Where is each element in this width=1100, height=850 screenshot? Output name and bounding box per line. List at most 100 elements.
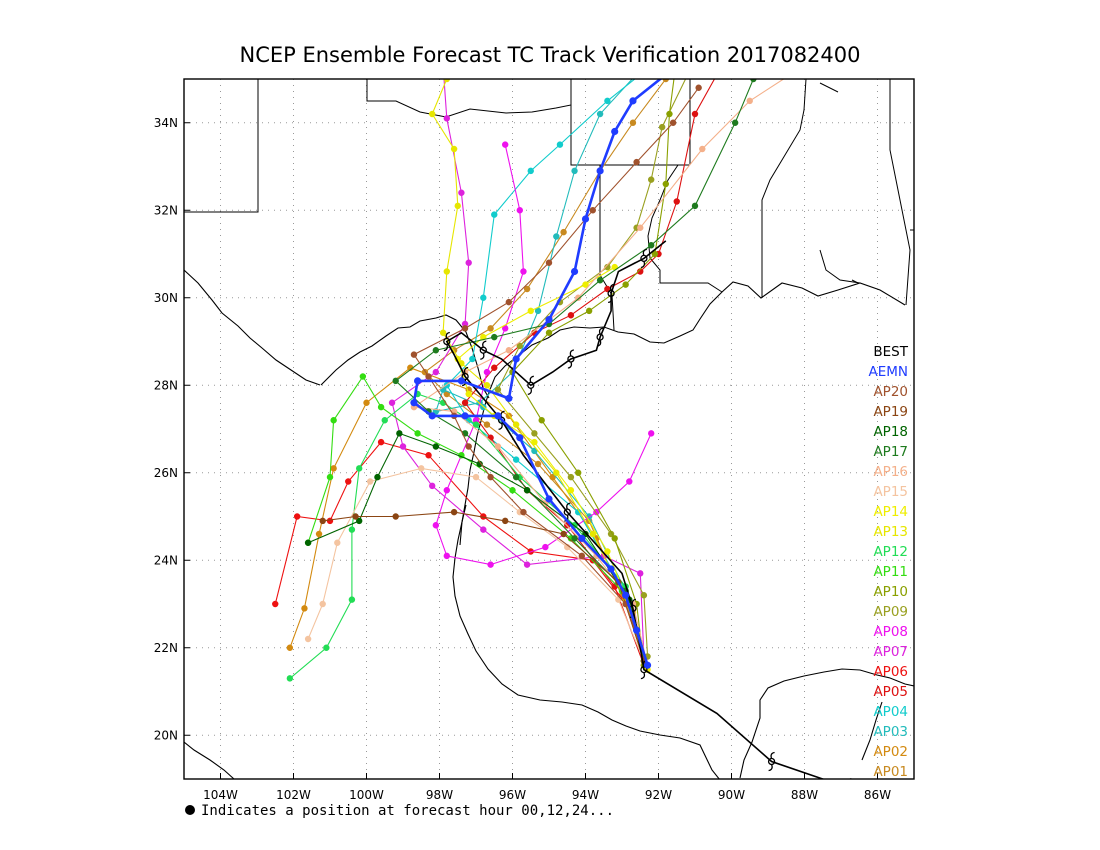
forecast-position-dot: [472, 417, 480, 424]
forecast-position-dot: [472, 421, 480, 428]
forecast-position-dot: [366, 478, 374, 485]
legend-entry: AP04: [873, 704, 908, 720]
aemn-position-dot: [545, 316, 553, 324]
forecast-position-dot: [443, 487, 450, 494]
legend-entry: AP11: [873, 564, 908, 580]
forecast-position-dot: [359, 373, 367, 380]
forecast-position-dot: [461, 325, 469, 332]
aemn-position-dot: [643, 661, 652, 669]
forecast-position-dot: [348, 596, 356, 603]
forecast-position-dot: [410, 351, 418, 358]
forecast-position-dot: [286, 644, 294, 651]
forecast-position-dot: [604, 548, 611, 555]
forecast-position-dot: [363, 399, 370, 406]
legend-entry: AP13: [873, 524, 908, 540]
member-track: [394, 79, 754, 662]
forecast-position-dot: [567, 312, 575, 319]
legend-entry: AP05: [873, 684, 908, 700]
forecast-position-dot: [494, 443, 502, 450]
forecast-position-dot: [326, 517, 334, 525]
forecast-position-dot: [396, 430, 403, 437]
forecast-position-dot: [443, 79, 450, 83]
y-tick-label: 30N: [154, 291, 178, 305]
forecast-position-dot: [615, 596, 622, 603]
y-tick-label: 34N: [154, 116, 178, 130]
x-tick-label: 104W: [203, 788, 238, 802]
forecast-position-dot: [538, 417, 545, 424]
forecast-position-dot: [483, 368, 491, 376]
forecast-position-dot: [691, 110, 699, 118]
aemn-position-dot: [461, 412, 469, 420]
y-tick-label: 26N: [154, 466, 178, 480]
aemn-position-dot: [505, 394, 513, 402]
aemn-position-dot: [570, 267, 579, 276]
forecast-position-dot: [429, 110, 436, 118]
aemn-position-dot: [414, 377, 422, 385]
aemn-position-dot: [629, 97, 637, 105]
forecast-position-dot: [596, 110, 604, 118]
forecast-position-dot: [648, 176, 655, 183]
forecast-position-dot: [301, 605, 308, 612]
footnote: Indicates a position at forecast hour 00…: [201, 803, 614, 819]
aemn-position-dot: [457, 377, 465, 385]
forecast-position-dot: [542, 543, 549, 551]
forecast-position-dot: [560, 228, 567, 236]
forecast-position-dot: [699, 145, 706, 153]
forecast-position-dot: [604, 263, 611, 271]
forecast-position-dot: [553, 469, 560, 476]
forecast-position-dot: [483, 382, 491, 389]
forecast-position-dot: [319, 600, 326, 608]
forecast-position-dot: [377, 438, 385, 446]
legend-entry: AP20: [873, 384, 908, 400]
forecast-position-dot: [523, 285, 531, 293]
aemn-position-dot: [578, 534, 586, 542]
y-tick-label: 20N: [154, 728, 178, 742]
forecast-position-dot: [626, 478, 633, 485]
forecast-position-dot: [637, 570, 644, 577]
legend-entry: AP01: [873, 764, 908, 780]
forecast-position-dot: [523, 561, 531, 568]
forecast-position-dot: [662, 79, 669, 83]
aemn-position-dot: [545, 495, 553, 503]
forecast-position-dot: [356, 517, 363, 525]
forecast-position-dot: [512, 456, 520, 463]
legend-entry: BEST: [873, 344, 908, 360]
forecast-position-dot: [432, 443, 440, 450]
forecast-position-dot: [553, 233, 560, 240]
forecast-position-dot: [520, 508, 527, 516]
x-tick-label: 102W: [276, 788, 311, 802]
hurricane-symbol-icon: [461, 366, 469, 387]
forecast-position-dot: [666, 110, 673, 118]
forecast-position-dot: [491, 211, 498, 218]
forecast-position-dot: [545, 259, 553, 266]
forecast-position-dot: [669, 119, 677, 126]
legend-entry: AP14: [873, 504, 908, 520]
forecast-position-dot: [286, 675, 294, 682]
forecast-position-dot: [571, 535, 578, 542]
forecast-position-dot: [480, 294, 487, 301]
forecast-position-dot: [304, 539, 312, 546]
x-tick-label: 90W: [718, 788, 745, 802]
aemn-position-dot: [428, 412, 436, 420]
forecast-position-dot: [345, 478, 352, 485]
legend-entry: AP08: [873, 624, 908, 640]
forecast-position-dot: [534, 307, 542, 315]
legend-entry: AP16: [873, 464, 908, 480]
forecast-position-dot: [432, 368, 440, 376]
aemn-position-dot: [633, 626, 641, 634]
x-tick-label: 86W: [864, 788, 891, 802]
forecast-position-dot: [304, 635, 312, 643]
forecast-position-dot: [611, 535, 618, 542]
forecast-position-dot: [662, 180, 669, 188]
forecast-position-dot: [575, 469, 582, 476]
x-tick-label: 88W: [791, 788, 818, 802]
legend-entry: AP09: [873, 604, 908, 620]
hurricane-symbol-icon: [596, 327, 604, 347]
forecast-position-dot: [491, 333, 498, 341]
aemn-position-dot: [596, 167, 604, 175]
forecast-position-dot: [531, 430, 538, 437]
y-tick-label: 22N: [154, 641, 178, 655]
forecast-position-dot: [450, 508, 458, 516]
forecast-position-dot: [596, 277, 604, 284]
